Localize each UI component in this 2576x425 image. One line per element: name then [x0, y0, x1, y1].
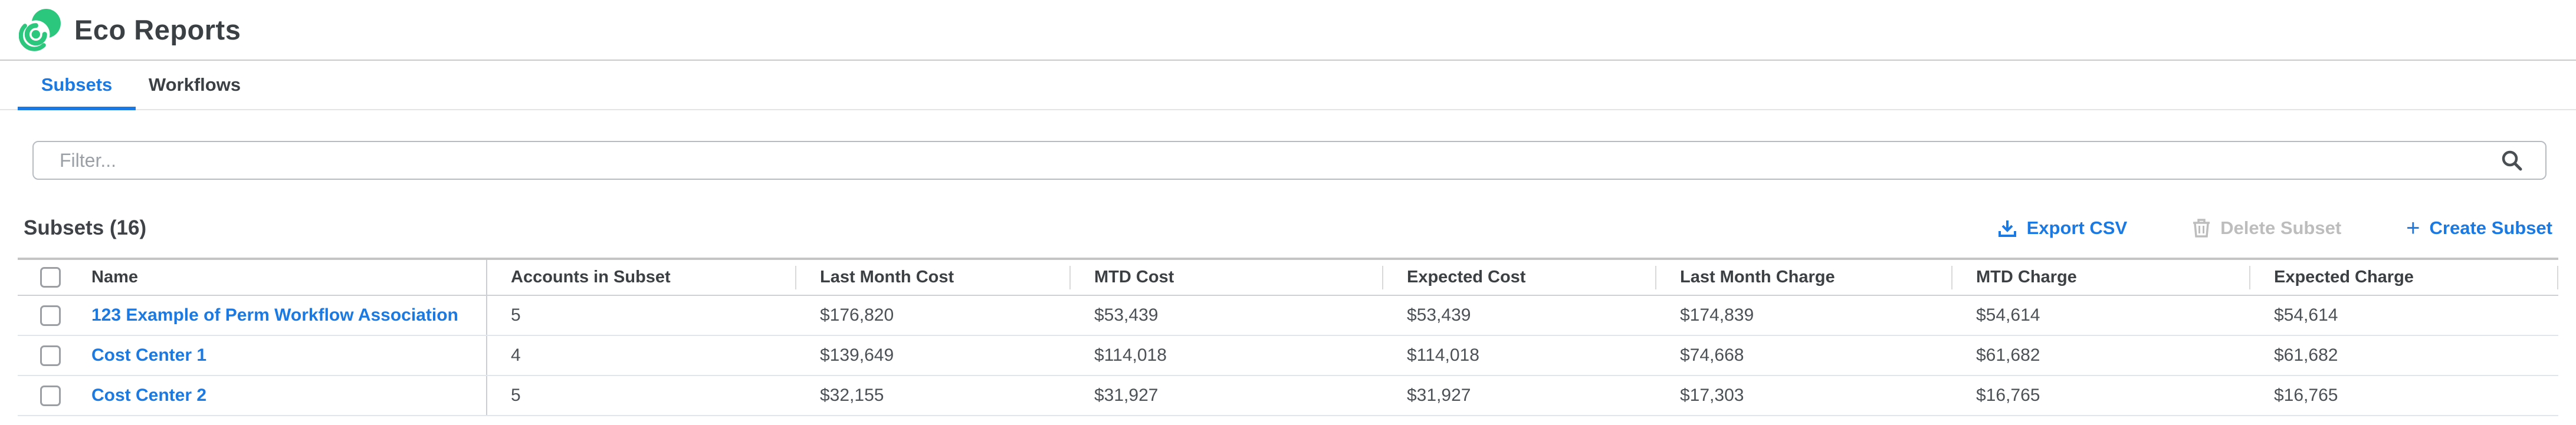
subset-name-link[interactable]: Cost Center 2	[91, 386, 207, 405]
cell-expected-cost: $53,439	[1383, 295, 1656, 336]
delete-subset-label: Delete Subset	[2220, 218, 2342, 238]
download-icon	[1998, 220, 2016, 237]
page-title: Eco Reports	[74, 14, 241, 45]
select-all-checkbox[interactable]	[40, 267, 61, 288]
cell-last-month-charge: $74,668	[1656, 335, 1952, 376]
column-header-last-month-cost[interactable]: Last Month Cost	[796, 259, 1071, 296]
export-csv-button[interactable]: Export CSV	[1997, 218, 2128, 239]
subset-name-link[interactable]: 123 Example of Perm Workflow Association	[91, 305, 458, 325]
cell-expected-charge: $54,614	[2250, 295, 2558, 336]
column-header-mtd-cost[interactable]: MTD Cost	[1071, 259, 1383, 296]
cell-mtd-charge: $16,765	[1952, 375, 2250, 416]
cell-accounts: 5	[487, 375, 796, 416]
tab-subsets[interactable]: Subsets	[18, 61, 136, 110]
table-row: 123 Example of Perm Workflow Association…	[18, 295, 2558, 336]
cell-mtd-cost: $31,927	[1071, 375, 1383, 416]
column-header-expected-charge[interactable]: Expected Charge	[2250, 259, 2558, 296]
action-buttons: Export CSV Delete Subset + Create Subset	[1997, 215, 2552, 241]
cell-mtd-charge: $54,614	[1952, 295, 2250, 336]
cell-last-month-charge: $17,303	[1656, 375, 1952, 416]
row-checkbox[interactable]	[40, 385, 61, 406]
export-csv-label: Export CSV	[2026, 218, 2128, 238]
cell-last-month-cost: $32,155	[796, 375, 1071, 416]
cell-mtd-cost: $114,018	[1071, 335, 1383, 376]
section-title: Subsets (16)	[24, 216, 147, 239]
filter-input[interactable]	[32, 141, 2547, 180]
create-subset-button[interactable]: + Create Subset	[2406, 215, 2552, 241]
search-icon[interactable]	[2499, 148, 2524, 173]
cell-last-month-cost: $176,820	[796, 295, 1071, 336]
row-checkbox[interactable]	[40, 305, 61, 326]
cell-expected-cost: $114,018	[1383, 335, 1656, 376]
cell-accounts: 4	[487, 335, 796, 376]
cell-mtd-charge: $61,682	[1952, 335, 2250, 376]
tab-workflows[interactable]: Workflows	[148, 74, 241, 95]
table-row: Cost Center 1 4 $139,649 $114,018 $114,0…	[18, 335, 2558, 376]
column-header-last-month-charge[interactable]: Last Month Charge	[1656, 259, 1952, 296]
table-header-row: Name Accounts in Subset Last Month Cost …	[18, 259, 2558, 296]
cell-mtd-cost: $53,439	[1071, 295, 1383, 336]
column-header-expected-cost[interactable]: Expected Cost	[1383, 259, 1656, 296]
cell-expected-cost: $31,927	[1383, 375, 1656, 416]
trash-icon	[2193, 219, 2210, 238]
column-header-mtd-charge[interactable]: MTD Charge	[1952, 259, 2250, 296]
plus-icon: +	[2406, 215, 2420, 241]
table-row: Cost Center 2 5 $32,155 $31,927 $31,927 …	[18, 375, 2558, 416]
column-header-accounts-in-subset[interactable]: Accounts in Subset	[487, 259, 796, 296]
cell-accounts: 5	[487, 295, 796, 336]
column-header-name[interactable]: Name	[68, 259, 487, 296]
row-checkbox[interactable]	[40, 345, 61, 366]
app-header: Eco Reports	[0, 0, 2576, 61]
eco-logo-icon	[19, 8, 61, 51]
cell-last-month-cost: $139,649	[796, 335, 1071, 376]
subset-name-link[interactable]: Cost Center 1	[91, 345, 207, 365]
create-subset-label: Create Subset	[2429, 218, 2552, 238]
tab-bar: Subsets Workflows	[0, 61, 2576, 110]
cell-expected-charge: $16,765	[2250, 375, 2558, 416]
filter-container	[32, 141, 2547, 180]
subsets-table: Name Accounts in Subset Last Month Cost …	[18, 258, 2558, 416]
section-bar: Subsets (16) Export CSV Delete Subset + …	[24, 216, 2552, 240]
cell-last-month-charge: $174,839	[1656, 295, 1952, 336]
cell-expected-charge: $61,682	[2250, 335, 2558, 376]
delete-subset-button[interactable]: Delete Subset	[2192, 218, 2341, 239]
